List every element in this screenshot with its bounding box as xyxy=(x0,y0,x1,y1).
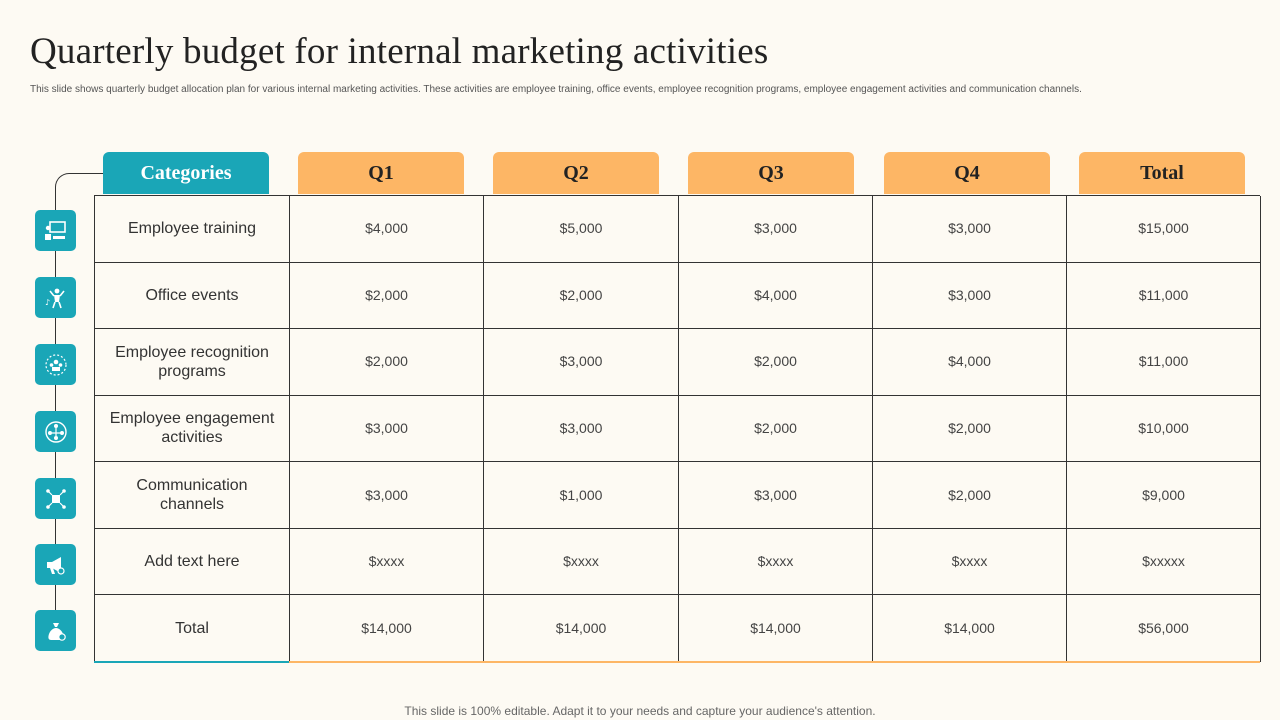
table-bottom-accent-teal xyxy=(94,661,289,663)
header-q3: Q3 xyxy=(688,152,854,194)
table-cell-q2: $3,000 xyxy=(484,395,679,463)
table-cell-category: Employee recognition programs xyxy=(95,329,290,396)
svg-text:♪: ♪ xyxy=(45,298,50,307)
rail-connector xyxy=(55,173,103,199)
table-cell-q3: $3,000 xyxy=(679,196,873,263)
table-cell-q4: $xxxx xyxy=(873,528,1067,596)
table-cell-q2: $5,000 xyxy=(484,196,679,263)
table-cell-q4: $2,000 xyxy=(873,462,1067,529)
engagement-network-icon xyxy=(35,411,76,452)
table-cell-category: Office events xyxy=(95,262,290,330)
event-celebration-icon: ♪ xyxy=(35,277,76,318)
table-cell-q2: $2,000 xyxy=(484,262,679,330)
table-cell-q2: $14,000 xyxy=(484,595,679,662)
header-q4: Q4 xyxy=(884,152,1050,194)
table-cell-category: Add text here xyxy=(95,528,290,596)
table-cell-q3: $2,000 xyxy=(679,395,873,463)
table-cell-q4: $14,000 xyxy=(873,595,1067,662)
page-subtitle: This slide shows quarterly budget alloca… xyxy=(30,84,1082,95)
table-cell-q3: $2,000 xyxy=(679,329,873,396)
table-cell-q4: $3,000 xyxy=(873,262,1067,330)
header-total: Total xyxy=(1079,152,1245,194)
table-cell-q1: $4,000 xyxy=(290,196,484,263)
table-cell-q3: $xxxx xyxy=(679,528,873,596)
budget-table: Employee training $4,000 $5,000 $3,000 $… xyxy=(94,195,1261,662)
table-cell-total: $11,000 xyxy=(1067,329,1261,396)
table-cell-total: $9,000 xyxy=(1067,462,1261,529)
table-cell-q4: $3,000 xyxy=(873,196,1067,263)
table-cell-q4: $4,000 xyxy=(873,329,1067,396)
table-cell-q1: $xxxx xyxy=(290,528,484,596)
table-cell-category: Communication channels xyxy=(95,462,290,529)
table-cell-q3: $14,000 xyxy=(679,595,873,662)
table-cell-q2: $1,000 xyxy=(484,462,679,529)
header-q1: Q1 xyxy=(298,152,464,194)
table-cell-q1: $14,000 xyxy=(290,595,484,662)
table-cell-category: Total xyxy=(95,595,290,662)
table-cell-q1: $2,000 xyxy=(290,329,484,396)
table-cell-q2: $3,000 xyxy=(484,329,679,396)
table-cell-total: $11,000 xyxy=(1067,262,1261,330)
recognition-team-icon xyxy=(35,344,76,385)
table-bottom-accent-orange xyxy=(289,661,1260,663)
table-cell-q3: $3,000 xyxy=(679,462,873,529)
table-cell-total: $56,000 xyxy=(1067,595,1261,662)
communication-channels-icon xyxy=(35,478,76,519)
page-title: Quarterly budget for internal marketing … xyxy=(30,31,769,72)
header-q2: Q2 xyxy=(493,152,659,194)
table-cell-total: $xxxxx xyxy=(1067,528,1261,596)
table-cell-q4: $2,000 xyxy=(873,395,1067,463)
table-cell-q1: $3,000 xyxy=(290,462,484,529)
table-cell-category: Employee engagement activities xyxy=(95,395,290,463)
megaphone-icon xyxy=(35,544,76,585)
table-cell-q1: $2,000 xyxy=(290,262,484,330)
footer-note: This slide is 100% editable. Adapt it to… xyxy=(404,704,876,718)
table-cell-total: $15,000 xyxy=(1067,196,1261,263)
table-cell-q1: $3,000 xyxy=(290,395,484,463)
table-cell-q3: $4,000 xyxy=(679,262,873,330)
table-cell-category: Employee training xyxy=(95,196,290,263)
money-bag-icon xyxy=(35,610,76,651)
header-categories: Categories xyxy=(103,152,269,194)
table-cell-total: $10,000 xyxy=(1067,395,1261,463)
table-cell-q2: $xxxx xyxy=(484,528,679,596)
training-presentation-icon xyxy=(35,210,76,251)
